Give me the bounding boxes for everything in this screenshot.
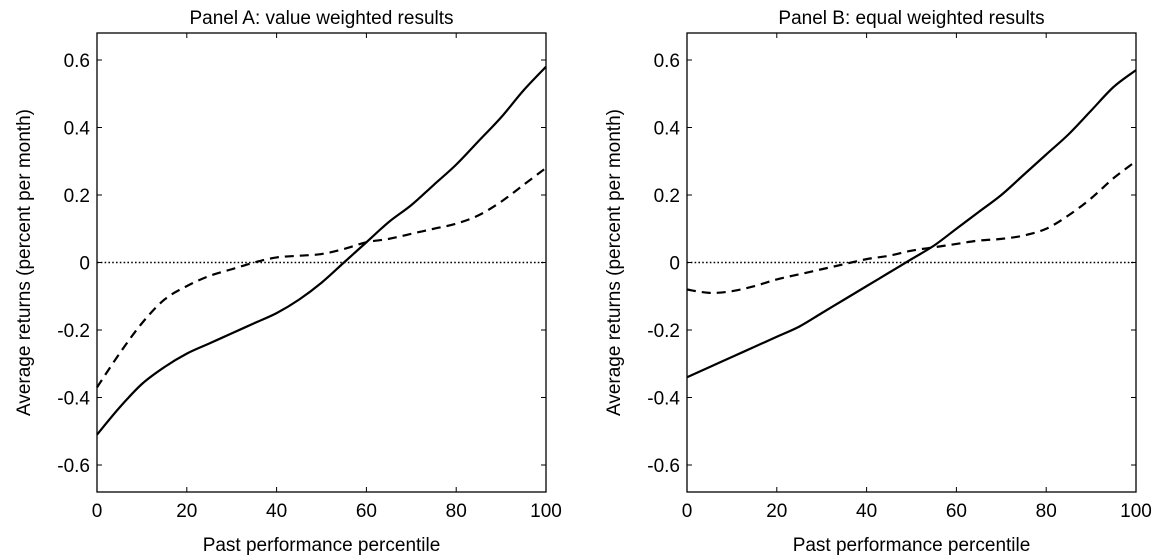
x-tick-label-b: 60 <box>946 501 967 522</box>
solid-series-line-b <box>686 69 1137 379</box>
panel-title-a: Panel A: value weighted results <box>189 8 453 29</box>
x-tick-label-a: 0 <box>92 501 103 522</box>
y-tick-label-b: -0.6 <box>647 456 680 477</box>
y-tick-label-a: 0 <box>79 254 90 275</box>
dashed-series-line-a <box>96 167 547 388</box>
panel-title-b: Panel B: equal weighted results <box>778 8 1044 29</box>
panel-a: Panel A: value weighted results 0 20 40 60 80… <box>14 8 562 556</box>
x-tick-label-a: 20 <box>176 501 197 522</box>
dashed-series-line-b <box>686 160 1137 295</box>
y-tick-label-b: -0.2 <box>647 321 680 342</box>
y-tick-label-b: 0.2 <box>654 186 680 207</box>
y-tick-label-b: 0.6 <box>654 51 680 72</box>
y-tick-label-a: 0.6 <box>64 51 90 72</box>
x-tick-label-a: 80 <box>446 501 467 522</box>
panel-b: Panel B: equal weighted results 0 20 40 60 80… <box>604 8 1152 556</box>
y-tick-label-b: 0.4 <box>654 119 681 140</box>
x-tick-label-a: 60 <box>356 501 377 522</box>
y-tick-label-a: 0.4 <box>64 119 91 140</box>
x-tick-label-b: 0 <box>682 501 693 522</box>
x-axis-label-b: Past performance percentile <box>793 535 1031 556</box>
x-tick-label-a: 100 <box>530 501 562 522</box>
x-tick-label-b: 20 <box>766 501 787 522</box>
y-tick-label-b: 0 <box>669 254 680 275</box>
y-tick-label-a: 0.2 <box>64 186 90 207</box>
y-tick-label-a: -0.6 <box>57 456 90 477</box>
x-tick-label-a: 40 <box>266 501 287 522</box>
y-tick-label-b: -0.4 <box>647 389 680 410</box>
x-axis-label-a: Past performance percentile <box>203 535 441 556</box>
y-axis-label-b: Average returns (percent per month) <box>604 109 625 416</box>
x-tick-label-b: 80 <box>1036 501 1057 522</box>
x-tick-label-b: 100 <box>1120 501 1152 522</box>
x-tick-label-b: 40 <box>856 501 877 522</box>
y-tick-label-a: -0.2 <box>57 321 90 342</box>
solid-series-line-a <box>96 65 547 436</box>
y-tick-label-a: -0.4 <box>57 389 90 410</box>
y-axis-label-a: Average returns (percent per month) <box>14 109 35 416</box>
